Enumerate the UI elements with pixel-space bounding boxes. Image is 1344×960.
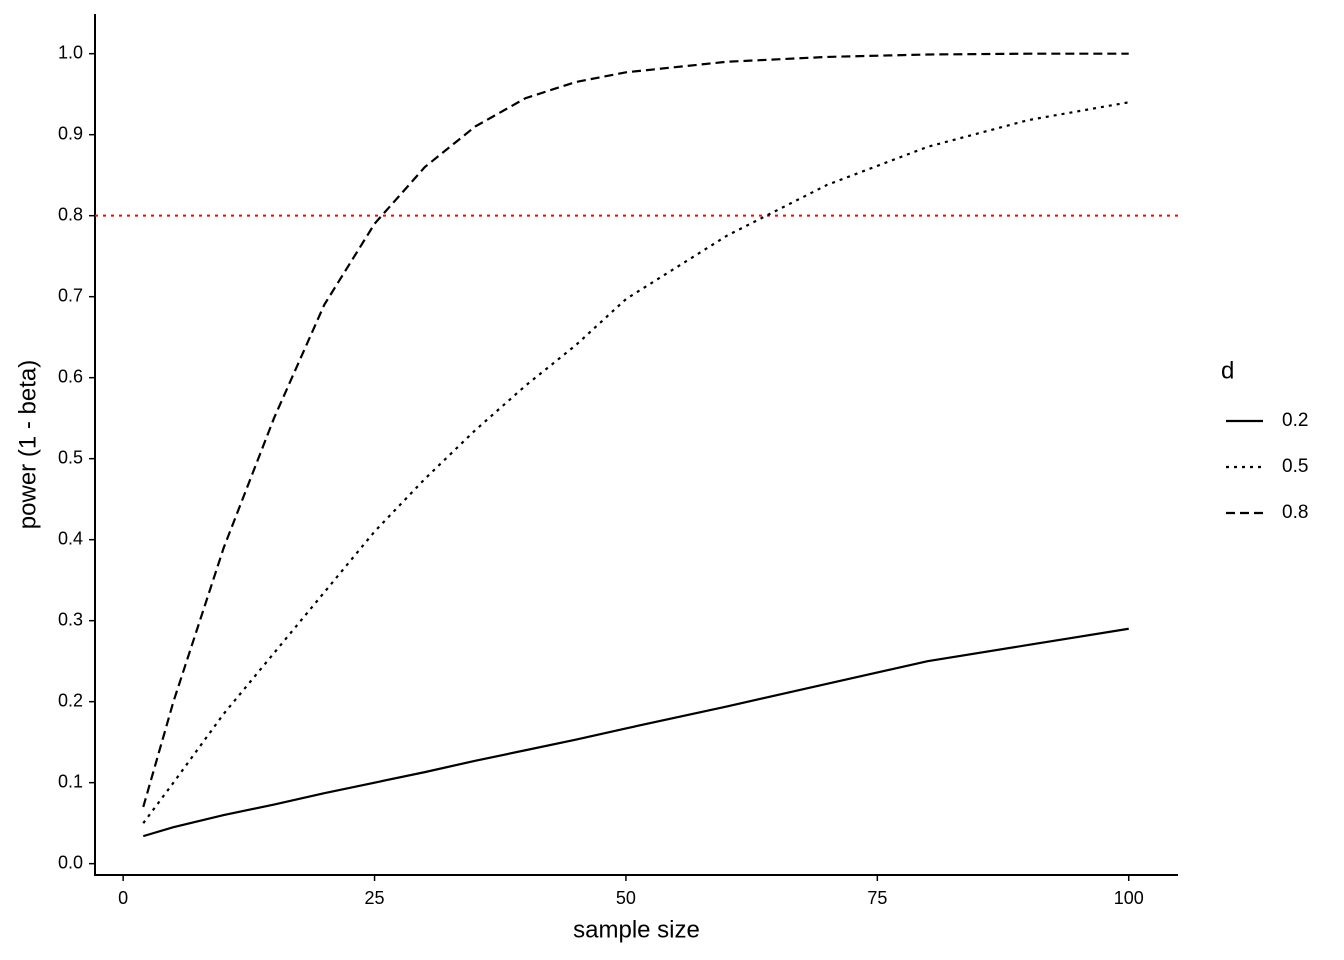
x-tick-label: 100 bbox=[1114, 888, 1144, 908]
y-tick-label: 0.6 bbox=[58, 366, 83, 386]
line-series bbox=[142, 627, 1129, 838]
y-tick-label: 0.2 bbox=[58, 690, 83, 710]
legend-title: d bbox=[1221, 357, 1234, 384]
x-tick-label: 50 bbox=[616, 888, 636, 908]
x-tick-label: 0 bbox=[118, 888, 128, 908]
x-tick-label: 25 bbox=[365, 888, 385, 908]
x-tick-label: 75 bbox=[867, 888, 887, 908]
line-series bbox=[142, 52, 1129, 808]
y-tick-label: 1.0 bbox=[58, 42, 83, 62]
y-tick-label: 0.9 bbox=[58, 123, 83, 143]
legend-label: 0.8 bbox=[1282, 502, 1308, 523]
y-tick-label: 0.1 bbox=[58, 771, 83, 791]
x-axis-title: sample size bbox=[573, 916, 700, 943]
y-axis-title: power (1 - beta) bbox=[14, 360, 41, 529]
y-tick-label: 0.4 bbox=[58, 528, 83, 548]
line-series bbox=[142, 101, 1129, 824]
legend-label: 0.5 bbox=[1282, 456, 1308, 477]
y-tick-label: 0.3 bbox=[58, 609, 83, 629]
y-tick-label: 0.5 bbox=[58, 447, 83, 467]
y-tick-label: 0.8 bbox=[58, 204, 83, 224]
y-tick-label: 0.7 bbox=[58, 285, 83, 305]
y-tick-label: 0.0 bbox=[58, 852, 83, 872]
legend-label: 0.2 bbox=[1282, 410, 1308, 431]
